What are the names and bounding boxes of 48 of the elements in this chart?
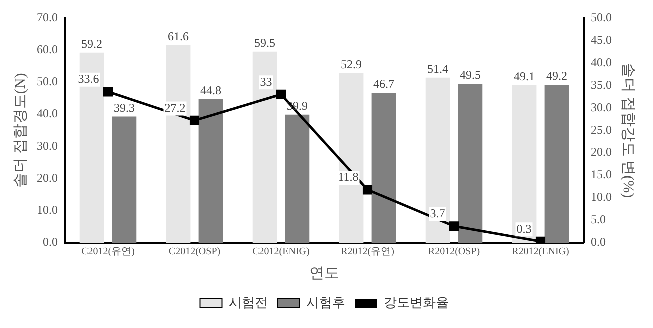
y2-tick-label: 40.0 [591,55,612,70]
y2-axis-title: 솔더 접합강도 변(%) [620,63,636,198]
y2-tick-label: 5.0 [591,212,606,227]
y2-tick-label: 0.0 [591,235,606,250]
y-tick-label: 60.0 [37,42,58,56]
data-label: 51.4 [428,62,449,76]
x-tick-label: C2012(OSP) [168,246,221,258]
x-tick-label: C2012(ENIG) [252,246,310,258]
data-label: 59.2 [82,37,103,52]
legend-label: 시험전 [228,294,268,310]
x-tick-label: R2012(ENIG) [512,246,570,258]
y-tick-label: 10.0 [37,203,58,218]
data-label: 27.2 [164,100,186,115]
y2-tick-label: 15.0 [591,168,612,182]
x-tick-label: C2012(유연) [82,246,135,258]
y-axis-title: 솔더 접합경도(N) [12,73,29,188]
y-tick-label: 50.0 [37,74,58,89]
data-label: 0.3 [516,222,532,236]
data-label: 33 [260,74,272,89]
data-label: 52.9 [341,57,362,72]
data-label: 49.1 [514,69,536,84]
data-label: 49.5 [460,68,481,82]
y-tick-label: 0.0 [43,235,58,250]
y2-tick-label: 35.0 [591,78,612,92]
y2-tick-label: 25.0 [591,122,612,137]
y-tick-label: 70.0 [37,10,58,24]
y2-tick-label: 20.0 [591,145,612,160]
y-tick-label: 30.0 [37,138,58,153]
y2-tick-label: 50.0 [591,10,612,24]
y2-tick-label: 30.0 [591,100,612,114]
data-label: 3.7 [430,206,446,221]
data-label: 61.6 [168,29,190,44]
data-label: 33.6 [78,72,100,86]
legend-label: 강도변화율 [384,294,449,310]
data-label: 46.7 [373,77,394,92]
data-label: 11.8 [338,170,359,184]
y2-tick-label: 45.0 [591,32,612,47]
y-tick-label: 20.0 [37,170,58,185]
y-tick-label: 40.0 [37,106,58,121]
x-axis-title: 연도 [310,266,340,282]
data-label: 49.2 [546,69,568,84]
data-label: 59.5 [254,36,276,50]
legend-label: 시험후 [306,294,346,310]
data-label: 44.8 [200,83,222,98]
data-label: 39.3 [114,100,135,115]
x-tick-label: R2012(OSP) [428,246,480,258]
y2-tick-label: 10.0 [591,190,612,204]
x-tick-label: R2012(유연) [341,246,394,258]
